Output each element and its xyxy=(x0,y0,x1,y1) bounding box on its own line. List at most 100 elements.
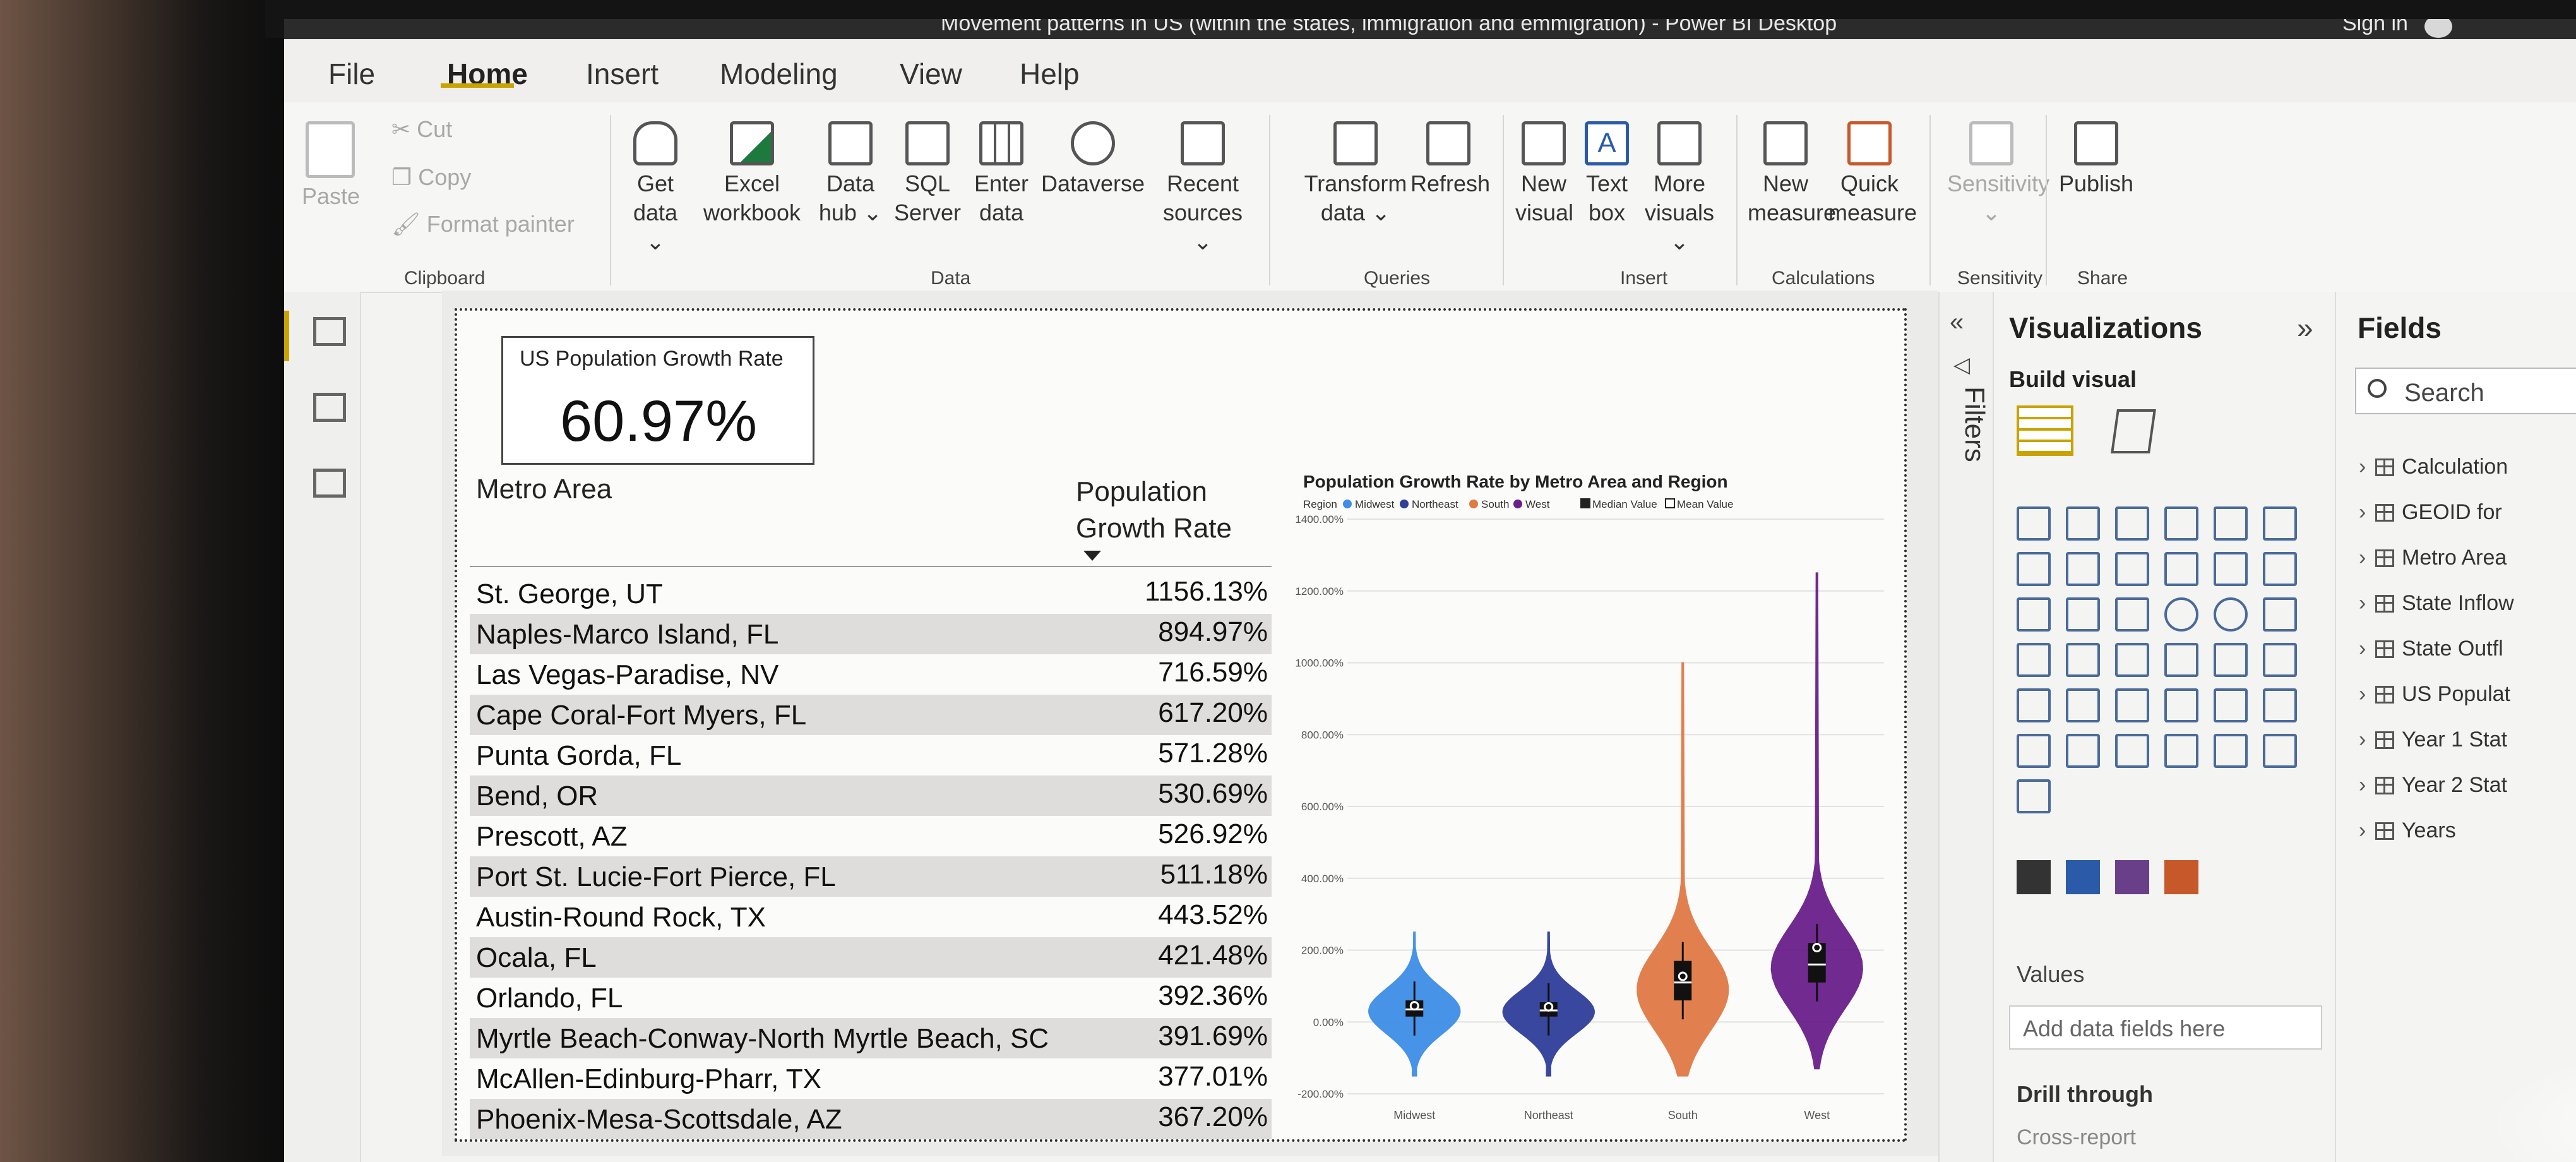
excel-workbook-button[interactable]: Excel workbook xyxy=(698,121,806,227)
power-apps-visual-icon[interactable] xyxy=(2263,734,2297,768)
format-visual-icon[interactable] xyxy=(2111,409,2156,453)
fields-search-input[interactable]: Search xyxy=(2355,368,2576,414)
quick-measure-button[interactable]: Quick measure xyxy=(1828,121,1917,227)
build-visual-fields-icon[interactable] xyxy=(2017,405,2073,456)
smart-narrative-visual-icon[interactable] xyxy=(2115,734,2149,768)
paste-button[interactable]: Paste xyxy=(302,121,360,211)
more-visuals-button[interactable]: More visuals ⌄ xyxy=(1642,121,1717,256)
refresh-button[interactable]: Refresh xyxy=(1410,121,1490,198)
line-column-visual-icon[interactable] xyxy=(2164,552,2198,586)
collapse-left-icon[interactable]: « xyxy=(1950,308,1964,336)
table-row[interactable]: Phoenix-Mesa-Scottsdale, AZ 367.20% xyxy=(470,1099,1272,1139)
azure-map-visual-icon[interactable] xyxy=(2214,734,2248,768)
field-table-item[interactable]: › GEOID for xyxy=(2359,500,2502,524)
pie-visual-icon[interactable] xyxy=(2164,597,2198,632)
treemap-visual-icon[interactable] xyxy=(2263,597,2297,632)
model-view-icon[interactable] xyxy=(313,469,346,498)
menu-help[interactable]: Help xyxy=(1020,57,1080,90)
custom3-visual-icon[interactable] xyxy=(2115,860,2149,894)
card-visual-icon[interactable] xyxy=(2164,643,2198,677)
filters-pane-collapsed[interactable]: « ◁ Filters xyxy=(1938,292,1993,1162)
dataverse-button[interactable]: Dataverse xyxy=(1039,121,1147,198)
new-visual-button[interactable]: New visual xyxy=(1515,121,1573,227)
slicer-visual-icon[interactable] xyxy=(2017,688,2051,722)
sensitivity-button[interactable]: Sensitivity ⌄ xyxy=(1947,121,2049,227)
table-row[interactable]: Las Vegas-Paradise, NV 716.59% xyxy=(470,654,1272,695)
waterfall-visual-icon[interactable] xyxy=(2017,597,2051,632)
column-header-growth-rate[interactable]: Population Growth Rate xyxy=(1076,474,1232,547)
clustered-bar-visual-icon[interactable] xyxy=(2115,506,2149,541)
format-painter-button[interactable]: 🖌 Format painter xyxy=(391,210,575,239)
stacked-column-visual-icon[interactable] xyxy=(2066,506,2100,541)
enter-data-button[interactable]: Enter data xyxy=(970,121,1033,227)
field-table-item[interactable]: › US Populat xyxy=(2359,682,2510,706)
table-row[interactable]: Prescott, AZ 526.92% xyxy=(470,816,1272,856)
key-influencers-visual-icon[interactable] xyxy=(2263,688,2297,722)
python-visual-visual-icon[interactable] xyxy=(2214,688,2248,722)
text-box-button[interactable]: A Text box xyxy=(1578,121,1635,227)
new-measure-button[interactable]: New measure xyxy=(1748,121,1836,227)
custom2-visual-icon[interactable] xyxy=(2066,860,2100,894)
table-view-icon[interactable] xyxy=(313,393,346,422)
table-row[interactable]: Orlando, FL 392.36% xyxy=(470,978,1272,1018)
custom4-visual-icon[interactable] xyxy=(2164,860,2198,894)
table-row[interactable]: Cape Coral-Fort Myers, FL 617.20% xyxy=(470,695,1272,735)
sign-in-link[interactable]: Sign in xyxy=(2342,19,2408,35)
qa-visual-icon[interactable] xyxy=(2066,734,2100,768)
menu-file[interactable]: File xyxy=(328,57,376,90)
data-hub-button[interactable]: Data hub ⌄ xyxy=(816,121,885,227)
user-avatar-icon[interactable] xyxy=(2424,19,2452,38)
field-table-item[interactable]: › State Inflow xyxy=(2359,591,2514,615)
decomposition-tree-visual-icon[interactable] xyxy=(2017,734,2051,768)
field-table-item[interactable]: › Metro Area xyxy=(2359,546,2507,570)
r-visual-visual-icon[interactable] xyxy=(2164,688,2198,722)
table-visual-icon[interactable] xyxy=(2066,688,2100,722)
kpi-visual-icon[interactable] xyxy=(2263,643,2297,677)
line-visual-icon[interactable] xyxy=(2017,552,2051,586)
ribbon-visual-icon[interactable] xyxy=(2263,552,2297,586)
more-visual-icon[interactable] xyxy=(2017,779,2051,813)
matrix-visual-icon[interactable] xyxy=(2115,688,2149,722)
field-table-item[interactable]: › Years xyxy=(2359,818,2456,842)
table-row[interactable]: Naples-Marco Island, FL 894.97% xyxy=(470,614,1272,654)
table-row[interactable]: St. George, UT 1156.13% xyxy=(470,573,1272,614)
custom1-visual-icon[interactable] xyxy=(2017,860,2051,894)
publish-button[interactable]: Publish xyxy=(2058,121,2134,198)
field-table-item[interactable]: › Year 2 Stat xyxy=(2359,773,2507,797)
column-header-metro-area[interactable]: Metro Area xyxy=(476,474,612,505)
map-visual-icon[interactable] xyxy=(2017,643,2051,677)
violin-chart[interactable]: Population Growth Rate by Metro Area and… xyxy=(1291,462,1897,1132)
field-table-item[interactable]: › Calculation xyxy=(2359,455,2508,479)
table-row[interactable]: Myrtle Beach-Conway-North Myrtle Beach, … xyxy=(470,1018,1272,1058)
menu-view[interactable]: View xyxy=(900,57,962,90)
table-row[interactable]: McAllen-Edinburg-Pharr, TX 377.01% xyxy=(470,1058,1272,1099)
table-row[interactable]: Bend, OR 530.69% xyxy=(470,776,1272,816)
filled-map-visual-icon[interactable] xyxy=(2066,643,2100,677)
kpi-card[interactable]: US Population Growth Rate 60.97% xyxy=(501,336,814,465)
stacked-bar-visual-icon[interactable] xyxy=(2017,506,2051,541)
gauge-visual-icon[interactable] xyxy=(2115,643,2149,677)
field-table-item[interactable]: › State Outfl xyxy=(2359,637,2503,661)
line-clustered-visual-icon[interactable] xyxy=(2214,552,2248,586)
sort-descending-icon[interactable] xyxy=(1083,551,1101,561)
area-visual-icon[interactable] xyxy=(2066,552,2100,586)
field-table-item[interactable]: › Year 1 Stat xyxy=(2359,728,2507,752)
table-row[interactable]: Austin-Round Rock, TX 443.52% xyxy=(470,897,1272,937)
table-row[interactable]: Ocala, FL 421.48% xyxy=(470,937,1272,978)
expand-right-icon[interactable]: » xyxy=(2297,311,2313,344)
values-drop-field[interactable]: Add data fields here xyxy=(2009,1005,2322,1050)
paginated-visual-icon[interactable] xyxy=(2164,734,2198,768)
multi-row-card-visual-icon[interactable] xyxy=(2214,643,2248,677)
copy-button[interactable]: ❐ Copy xyxy=(391,163,471,192)
clustered-column-visual-icon[interactable] xyxy=(2164,506,2198,541)
table-row[interactable]: Port St. Lucie-Fort Pierce, FL 511.18% xyxy=(470,856,1272,897)
100-column-visual-icon[interactable] xyxy=(2263,506,2297,541)
recent-sources-button[interactable]: Recent sources ⌄ xyxy=(1155,121,1250,256)
donut-visual-icon[interactable] xyxy=(2214,597,2248,632)
cut-button[interactable]: ✂ Cut xyxy=(391,115,452,144)
scatter-visual-icon[interactable] xyxy=(2115,597,2149,632)
menu-insert[interactable]: Insert xyxy=(586,57,659,90)
menu-modeling[interactable]: Modeling xyxy=(720,57,838,90)
report-view-icon[interactable] xyxy=(313,317,346,346)
transform-data-button[interactable]: Transform data ⌄ xyxy=(1302,121,1409,227)
